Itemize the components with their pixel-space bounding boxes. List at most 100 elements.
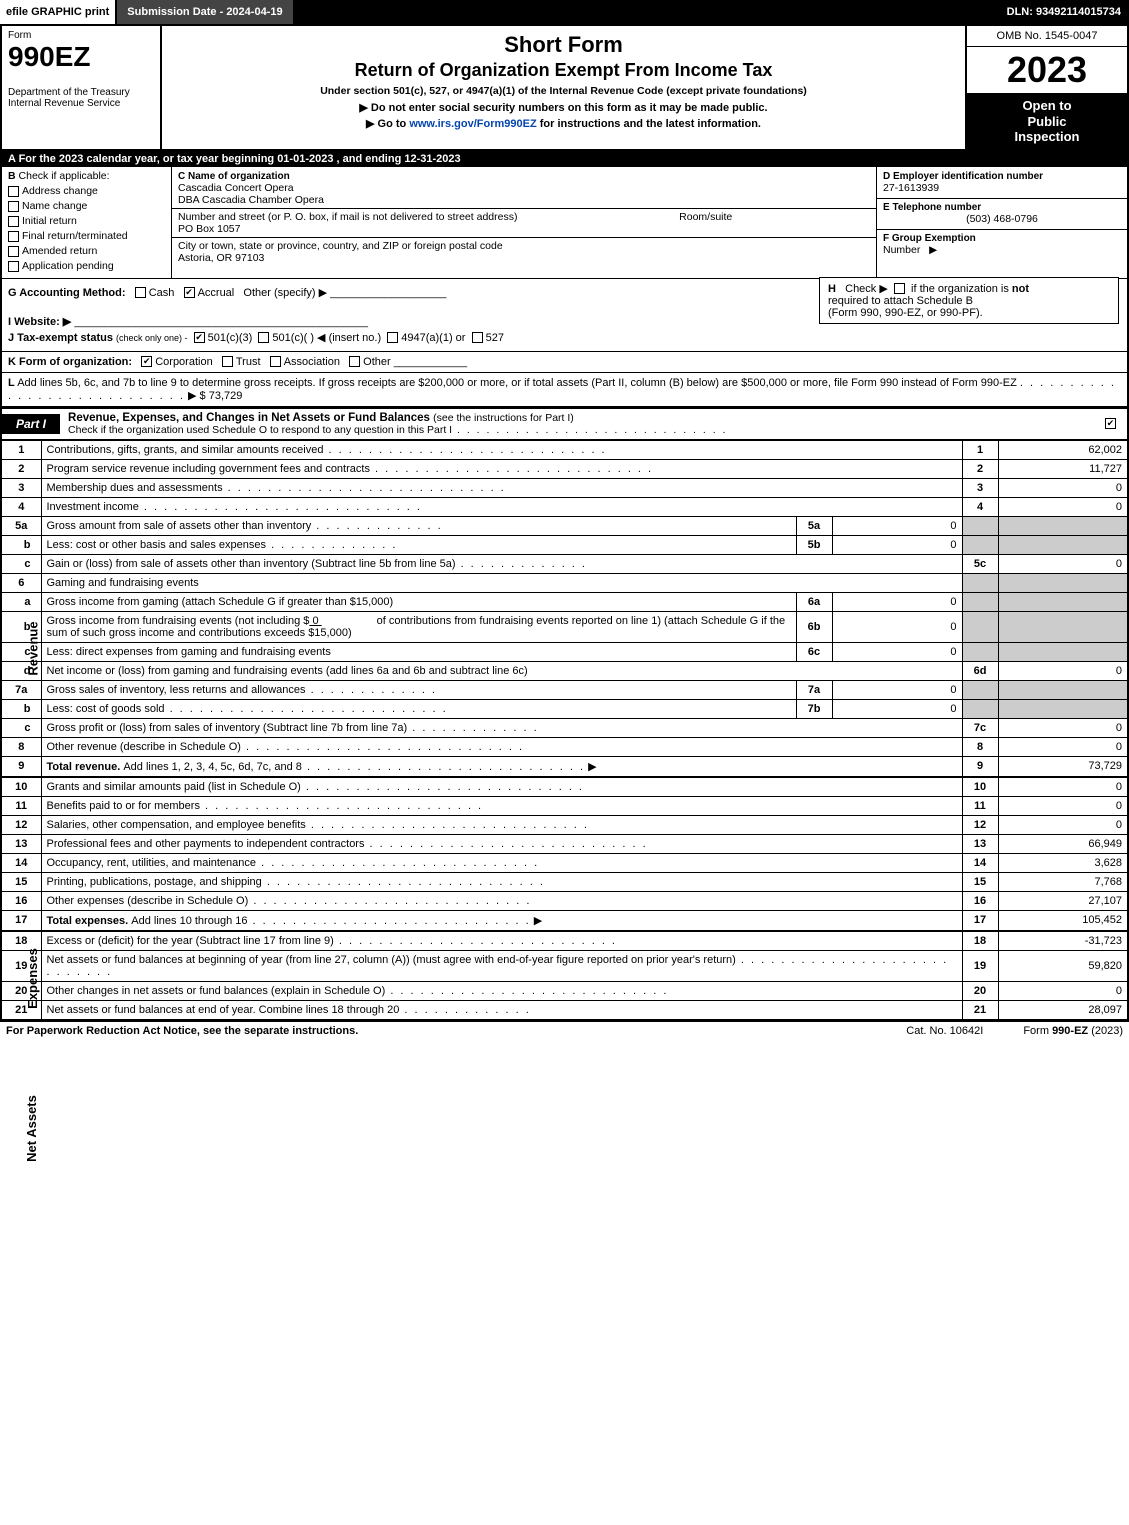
chk-address-change[interactable]: Address change bbox=[8, 185, 165, 197]
line-6a: a Gross income from gaming (attach Sched… bbox=[1, 592, 1128, 611]
title-cell: Short Form Return of Organization Exempt… bbox=[162, 26, 967, 149]
chk-amended-return[interactable]: Amended return bbox=[8, 245, 165, 257]
ssn-warning: Do not enter social security numbers on … bbox=[168, 101, 959, 114]
line-18: 18 Excess or (deficit) for the year (Sub… bbox=[1, 931, 1128, 951]
line-10: 10 Grants and similar amounts paid (list… bbox=[1, 777, 1128, 797]
line-19: 19 Net assets or fund balances at beginn… bbox=[1, 950, 1128, 981]
chk-trust[interactable] bbox=[222, 356, 233, 367]
chk-corporation[interactable] bbox=[141, 356, 152, 367]
id-column: D Employer identification number 27-1613… bbox=[877, 167, 1127, 278]
chk-box-h[interactable] bbox=[894, 283, 905, 294]
box-k: K Form of organization: Corporation Trus… bbox=[0, 352, 1129, 373]
dln-label: DLN: 93492114015734 bbox=[999, 4, 1129, 20]
line-16: 16 Other expenses (describe in Schedule … bbox=[1, 891, 1128, 910]
line-11: 11 Benefits paid to or for members 11 0 bbox=[1, 796, 1128, 815]
top-bar: efile GRAPHIC print Submission Date - 20… bbox=[0, 0, 1129, 26]
box-j: J Tax-exempt status (check only one) - 5… bbox=[8, 331, 1121, 344]
submission-date-label: Submission Date - 2024-04-19 bbox=[115, 0, 294, 24]
chk-527[interactable] bbox=[472, 332, 483, 343]
goto-line: Go to www.irs.gov/Form990EZ for instruct… bbox=[168, 117, 959, 130]
box-h: H Check ▶ if the organization is not req… bbox=[819, 277, 1119, 324]
chk-4947[interactable] bbox=[387, 332, 398, 343]
form-label: Form bbox=[8, 30, 154, 41]
dept-irs: Internal Revenue Service bbox=[8, 98, 154, 109]
part-1-title: Revenue, Expenses, and Changes in Net As… bbox=[60, 409, 1097, 439]
chk-501c[interactable] bbox=[258, 332, 269, 343]
line-7b: b Less: cost of goods sold 7b 0 bbox=[1, 699, 1128, 718]
right-header-cell: OMB No. 1545-0047 2023 Open to Public In… bbox=[967, 26, 1127, 149]
form-header: Form 990EZ Department of the Treasury In… bbox=[0, 26, 1129, 151]
goto-pre: Go to bbox=[378, 118, 410, 130]
org-dba: DBA Cascadia Chamber Opera bbox=[178, 194, 324, 206]
box-b-text: Check if applicable: bbox=[19, 170, 110, 182]
org-address: PO Box 1057 bbox=[178, 223, 240, 235]
line-8: 8 Other revenue (describe in Schedule O)… bbox=[1, 737, 1128, 756]
addr-label: Number and street (or P. O. box, if mail… bbox=[178, 211, 676, 223]
goto-post: for instructions and the latest informat… bbox=[540, 118, 761, 130]
financial-table: 1 Contributions, gifts, grants, and simi… bbox=[0, 441, 1129, 1021]
box-b-checklist: B Check if applicable: Address change Na… bbox=[2, 167, 172, 278]
line-6: 6 Gaming and fundraising events bbox=[1, 573, 1128, 592]
box-d-label: D Employer identification number bbox=[883, 171, 1043, 182]
line-1: 1 Contributions, gifts, grants, and simi… bbox=[1, 441, 1128, 460]
chk-501c3[interactable] bbox=[194, 332, 205, 343]
chk-accrual[interactable] bbox=[184, 287, 195, 298]
page-footer: For Paperwork Reduction Act Notice, see … bbox=[0, 1021, 1129, 1040]
line-17: 17 Total expenses. Add lines 10 through … bbox=[1, 910, 1128, 931]
part-1-checkbox[interactable] bbox=[1097, 415, 1127, 433]
line-3: 3 Membership dues and assessments 3 0 bbox=[1, 478, 1128, 497]
form-number-cell: Form 990EZ Department of the Treasury In… bbox=[2, 26, 162, 149]
line-5c: c Gain or (loss) from sale of assets oth… bbox=[1, 554, 1128, 573]
line-6d: d Net income or (loss) from gaming and f… bbox=[1, 661, 1128, 680]
line-12: 12 Salaries, other compensation, and emp… bbox=[1, 815, 1128, 834]
org-city: Astoria, OR 97103 bbox=[178, 252, 264, 264]
chk-other-org[interactable] bbox=[349, 356, 360, 367]
section-a-tax-year: A For the 2023 calendar year, or tax yea… bbox=[0, 151, 1129, 167]
line-14: 14 Occupancy, rent, utilities, and maint… bbox=[1, 853, 1128, 872]
line-15: 15 Printing, publications, postage, and … bbox=[1, 872, 1128, 891]
line-21: 21 Net assets or fund balances at end of… bbox=[1, 1000, 1128, 1020]
line-9: 9 Total revenue. Add lines 1, 2, 3, 4, 5… bbox=[1, 756, 1128, 777]
irs-link[interactable]: www.irs.gov/Form990EZ bbox=[409, 118, 536, 130]
tax-year: 2023 bbox=[967, 47, 1127, 94]
box-e-label: E Telephone number bbox=[883, 202, 981, 213]
ein-value: 27-1613939 bbox=[883, 182, 939, 194]
open-to-public-inspection: Open to Public Inspection bbox=[967, 94, 1127, 149]
line-2: 2 Program service revenue including gove… bbox=[1, 459, 1128, 478]
gross-receipts-value: $ 73,729 bbox=[200, 390, 243, 402]
omb-number: OMB No. 1545-0047 bbox=[967, 26, 1127, 47]
cat-no: Cat. No. 10642I bbox=[906, 1025, 983, 1037]
paperwork-notice: For Paperwork Reduction Act Notice, see … bbox=[6, 1025, 358, 1037]
line-13: 13 Professional fees and other payments … bbox=[1, 834, 1128, 853]
box-b-label: B bbox=[8, 170, 16, 182]
chk-final-return[interactable]: Final return/terminated bbox=[8, 230, 165, 242]
return-title: Return of Organization Exempt From Incom… bbox=[168, 60, 959, 81]
short-form-title: Short Form bbox=[168, 32, 959, 58]
revenue-side-label: Revenue bbox=[26, 621, 41, 675]
section-g-to-j: H Check ▶ if the organization is not req… bbox=[0, 279, 1129, 352]
room-label: Room/suite bbox=[679, 211, 732, 223]
line-5a: 5a Gross amount from sale of assets othe… bbox=[1, 516, 1128, 535]
form-number: 990EZ bbox=[8, 41, 154, 73]
city-label: City or town, state or province, country… bbox=[178, 240, 503, 252]
line-20: 20 Other changes in net assets or fund b… bbox=[1, 981, 1128, 1000]
line-7c: c Gross profit or (loss) from sales of i… bbox=[1, 718, 1128, 737]
line-6c: c Less: direct expenses from gaming and … bbox=[1, 642, 1128, 661]
form-ref: Form 990-EZ (2023) bbox=[1023, 1025, 1123, 1037]
efile-print-label[interactable]: efile GRAPHIC print bbox=[0, 0, 115, 24]
chk-association[interactable] bbox=[270, 356, 281, 367]
dept-treasury: Department of the Treasury bbox=[8, 87, 154, 98]
netassets-side-label: Net Assets bbox=[24, 1095, 39, 1162]
under-section-text: Under section 501(c), 527, or 4947(a)(1)… bbox=[168, 85, 959, 97]
chk-cash[interactable] bbox=[135, 287, 146, 298]
part-1-header: Part I Revenue, Expenses, and Changes in… bbox=[0, 408, 1129, 441]
org-name: Cascadia Concert Opera bbox=[178, 182, 294, 194]
line-7a: 7a Gross sales of inventory, less return… bbox=[1, 680, 1128, 699]
chk-name-change[interactable]: Name change bbox=[8, 200, 165, 212]
part-1-tab: Part I bbox=[2, 414, 60, 434]
chk-application-pending[interactable]: Application pending bbox=[8, 260, 165, 272]
box-l: L Add lines 5b, 6c, and 7b to line 9 to … bbox=[0, 373, 1129, 408]
expenses-side-label: Expenses bbox=[25, 948, 40, 1009]
chk-initial-return[interactable]: Initial return bbox=[8, 215, 165, 227]
line-6b: b Gross income from fundraising events (… bbox=[1, 611, 1128, 642]
